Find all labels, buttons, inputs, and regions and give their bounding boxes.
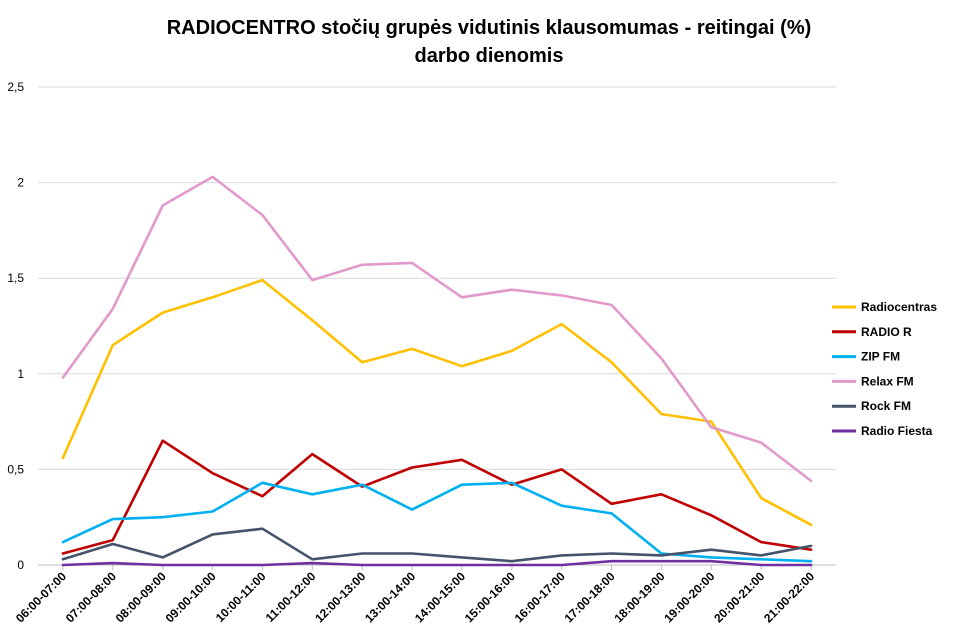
x-tick-label: 12:00-13:00 <box>312 569 368 625</box>
x-tick-label: 15:00-16:00 <box>462 569 518 625</box>
x-tick-label: 11:00-12:00 <box>263 569 319 625</box>
legend-item: Relax FM <box>832 374 914 388</box>
x-tick-label: 19:00-20:00 <box>661 569 717 625</box>
x-tick-label: 17:00-18:00 <box>562 569 618 625</box>
x-tick-label: 14:00-15:00 <box>412 569 468 625</box>
y-tick-label: 1,5 <box>7 271 24 285</box>
legend-item: Radio Fiesta <box>832 424 933 438</box>
x-tick-label: 07:00-08:00 <box>63 569 119 625</box>
legend-item: Rock FM <box>832 399 911 413</box>
series-line-zip-fm <box>63 483 811 561</box>
x-tick-label: 21:00-22:00 <box>761 569 817 625</box>
x-tick-label: 06:00-07:00 <box>13 569 69 625</box>
legend: Radiocentras RADIO R ZIP FM Relax FM Rock FM… <box>832 300 937 438</box>
x-tick-label: 13:00-14:00 <box>362 569 418 625</box>
line-chart: 0 0,5 1 1,5 2 2,5 06:00-07:0007:00-08:0008:00… <box>0 0 978 642</box>
y-tick-label: 2,5 <box>7 80 24 94</box>
y-tick-label: 1 <box>17 367 24 381</box>
legend-item: RADIO R <box>832 325 912 339</box>
legend-label: Rock FM <box>861 399 911 413</box>
series-line-relax-fm <box>63 177 811 481</box>
y-axis-ticks: 0 0,5 1 1,5 2 2,5 <box>7 80 24 572</box>
x-tick-label: 20:00-21:00 <box>711 569 767 625</box>
x-tick-label: 10:00-11:00 <box>213 569 269 625</box>
legend-label: Radio Fiesta <box>861 424 933 438</box>
legend-item: Radiocentras <box>832 300 937 314</box>
y-tick-label: 0 <box>17 558 24 572</box>
legend-label: RADIO R <box>861 325 912 339</box>
legend-label: Radiocentras <box>861 300 937 314</box>
series-line-radio-fiesta <box>63 561 811 565</box>
series-lines <box>63 177 811 565</box>
gridlines <box>38 87 836 565</box>
x-tick-label: 08:00-09:00 <box>113 569 169 625</box>
x-tick-label: 16:00-17:00 <box>512 569 568 625</box>
y-tick-label: 2 <box>17 176 24 190</box>
y-tick-label: 0,5 <box>7 462 24 476</box>
x-tick-label: 18:00-19:00 <box>611 569 667 625</box>
x-axis: 06:00-07:0007:00-08:0008:00-09:0009:00-1… <box>13 565 817 625</box>
legend-item: ZIP FM <box>832 350 900 364</box>
series-line-radiocentras <box>63 280 811 525</box>
x-tick-label: 09:00-10:00 <box>163 569 219 625</box>
legend-label: Relax FM <box>861 374 914 388</box>
legend-label: ZIP FM <box>861 350 900 364</box>
